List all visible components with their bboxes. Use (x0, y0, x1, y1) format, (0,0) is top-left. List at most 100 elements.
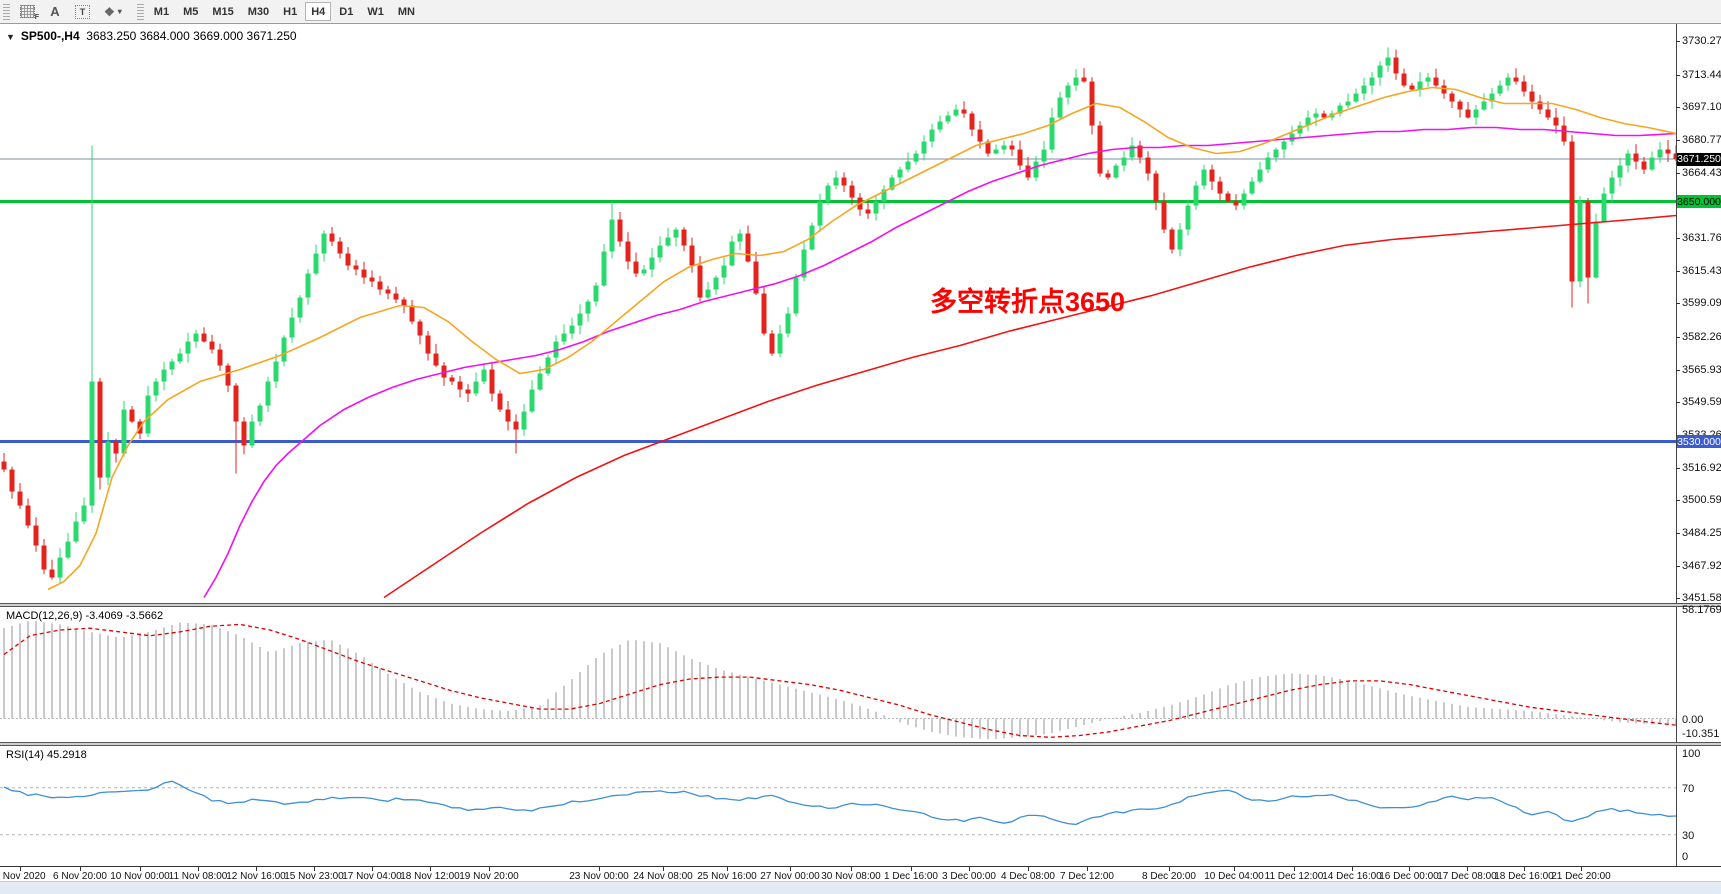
date-axis-label: 12 Nov 16:00 (226, 871, 286, 882)
timeframe-button-M30[interactable]: M30 (247, 5, 270, 18)
date-axis-tick (1294, 867, 1295, 871)
cursor-mode-button[interactable]: ❖ ▾ (98, 2, 128, 21)
date-axis-label: 7 Dec 12:00 (1060, 871, 1114, 882)
date-axis-tick (489, 867, 490, 871)
date-axis-tick (372, 867, 373, 871)
text-label-button[interactable]: T (69, 2, 96, 21)
toolbar-grip[interactable] (136, 3, 144, 20)
rsi-line (3, 780, 1676, 826)
date-axis-label: 1 Dec 16:00 (884, 871, 938, 882)
ohlc-high: 3684.000 (139, 29, 190, 43)
date-axis-tick (256, 867, 257, 871)
date-axis-label: 18 Dec 16:00 (1494, 871, 1554, 882)
date-axis-label: 11 Nov 08:00 (168, 871, 228, 882)
toolbar: F A T ❖ ▾ M1 M5 M15 M30 H1 H4 D1 W1 MN (0, 0, 1721, 24)
chevron-down-icon: ▾ (117, 7, 122, 16)
timeframe-button-D1[interactable]: D1 (339, 5, 354, 18)
date-axis-tick (911, 867, 912, 871)
date-axis-label: 11 Dec 12:00 (1264, 871, 1324, 882)
macd-plot[interactable] (0, 607, 1676, 742)
macd-panel: MACD(12,26,9) -3.4069 -3.5662 (0, 607, 1721, 742)
date-axis-tick (20, 867, 21, 871)
timeframe-button-M5[interactable]: M5 (183, 5, 199, 18)
ohlc-close: 3671.250 (246, 29, 297, 43)
panel-splitter[interactable] (0, 742, 1721, 746)
macd-signal-line (3, 623, 1676, 738)
grid-snap-button[interactable]: F (14, 2, 41, 21)
date-axis-tick (1581, 867, 1582, 871)
timeframe-button-M1[interactable]: M1 (153, 5, 170, 18)
bottom-strip (0, 881, 1721, 894)
date-axis-tick (790, 867, 791, 871)
font-icon: A (50, 4, 60, 19)
timeframe-button-M15[interactable]: M15 (212, 5, 234, 18)
timeframe-button-MN[interactable]: MN (397, 5, 415, 18)
macd-axis-separator (1676, 607, 1677, 742)
date-axis-label: 19 Nov 20:00 (459, 871, 519, 882)
date-axis-label: 15 Nov 23:00 (284, 871, 344, 882)
date-axis-tick (1467, 867, 1468, 871)
rsi-label: RSI(14) 45.2918 (6, 749, 87, 761)
symbol-timeframe: SP500-,H4 (20, 29, 80, 43)
date-axis-label: 8 Dec 20:00 (1142, 871, 1196, 882)
date-axis-label: 21 Dec 20:00 (1551, 871, 1611, 882)
chart-title: ▼ SP500-,H4 3683.250 3684.000 3669.000 36… (6, 29, 297, 43)
date-axis-tick (1352, 867, 1353, 871)
text-label-icon: T (75, 4, 90, 19)
toolbar-grip[interactable] (3, 3, 10, 20)
collapse-arrow-icon[interactable]: ▼ (6, 32, 15, 42)
date-axis-label: 27 Nov 00:00 (760, 871, 820, 882)
date-axis-label: 6 Nov 20:00 (53, 871, 107, 882)
rsi-panel: RSI(14) 45.2918 (0, 746, 1721, 866)
date-axis-label: 17 Dec 08:00 (1437, 871, 1497, 882)
date-axis-tick (851, 867, 852, 871)
date-axis-tick (599, 867, 600, 871)
date-axis-tick (198, 867, 199, 871)
date-axis-tick (314, 867, 315, 871)
date-axis-tick (969, 867, 970, 871)
date-axis-tick (1169, 867, 1170, 871)
price-axis-separator (1676, 24, 1677, 603)
timeframe-button-H1[interactable]: H1 (283, 5, 298, 18)
price-panel: ▼ SP500-,H4 3683.250 3684.000 3669.000 36… (0, 24, 1721, 603)
ma-fast-line (47, 86, 1676, 591)
chart-root: ▼ SP500-,H4 3683.250 3684.000 3669.000 36… (0, 24, 1721, 894)
date-axis-label: 4 Dec 08:00 (1001, 871, 1055, 882)
date-axis-label: 18 Nov 12:00 (400, 871, 460, 882)
date-axis-tick (140, 867, 141, 871)
timeframe-group: M1 M5 M15 M30 H1 H4 D1 W1 MN (147, 2, 422, 21)
date-axis-label: 3 Dec 00:00 (942, 871, 996, 882)
cursor-diamond-icon: ❖ (104, 4, 115, 19)
font-button[interactable]: A (43, 2, 67, 21)
ma-slow-line (383, 214, 1676, 599)
date-axis-tick (1409, 867, 1410, 871)
date-axis-tick (727, 867, 728, 871)
date-axis-label: 14 Dec 16:00 (1322, 871, 1382, 882)
main-chart-plot[interactable] (0, 24, 1676, 603)
date-axis-label: 5 Nov 2020 (0, 871, 46, 882)
date-axis-tick (80, 867, 81, 871)
date-axis-tick (663, 867, 664, 871)
ohlc-open: 3683.250 (86, 29, 137, 43)
date-axis-label: 24 Nov 08:00 (633, 871, 693, 882)
date-axis-label: 25 Nov 16:00 (697, 871, 757, 882)
date-axis-tick (1028, 867, 1029, 871)
rsi-plot[interactable] (0, 746, 1676, 866)
rsi-axis-separator (1676, 746, 1677, 866)
timeframe-button-W1[interactable]: W1 (367, 5, 384, 18)
panel-splitter[interactable] (0, 603, 1721, 607)
ma-mid-line (203, 126, 1676, 598)
date-axis-tick (1524, 867, 1525, 871)
date-axis-tick (430, 867, 431, 871)
date-axis-label: 17 Nov 04:00 (342, 871, 402, 882)
annotation-text: 多空转折点3650 (930, 287, 1126, 317)
date-axis-label: 30 Nov 08:00 (821, 871, 881, 882)
macd-label: MACD(12,26,9) -3.4069 -3.5662 (6, 610, 164, 622)
grid-icon: F (20, 5, 39, 21)
date-axis-label: 23 Nov 00:00 (569, 871, 629, 882)
date-axis-label: 10 Nov 00:00 (110, 871, 170, 882)
timeframe-button-H4[interactable]: H4 (305, 2, 332, 21)
date-axis-tick (1087, 867, 1088, 871)
